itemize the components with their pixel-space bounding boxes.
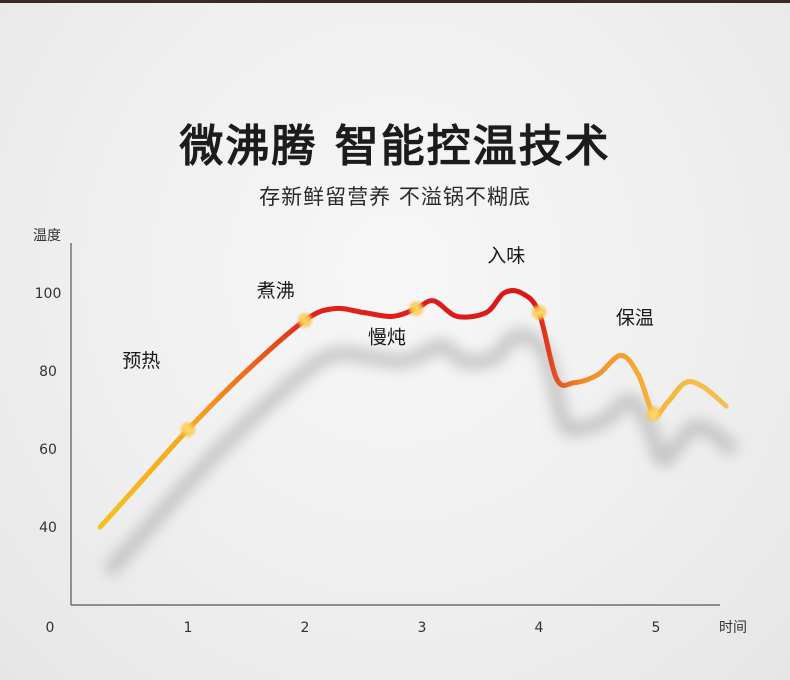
y-tick-label: 40 <box>39 520 57 536</box>
line-shadow <box>103 328 739 577</box>
x-tick-label: 3 <box>418 620 427 636</box>
x-axis-label: 时间 <box>719 620 747 636</box>
x-tick-label: 2 <box>301 620 310 636</box>
x-tick-label: 1 <box>184 620 193 636</box>
y-tick-label: 60 <box>39 442 57 458</box>
data-point-marker <box>179 420 197 439</box>
chart-subtitle: 存新鲜留营养 不溢锅不糊底 <box>259 185 531 209</box>
data-point-marker <box>644 404 663 423</box>
axes <box>70 243 720 606</box>
data-point-marker <box>530 303 548 322</box>
y-tick-label: 80 <box>39 364 57 380</box>
phase-label: 慢炖 <box>368 327 406 349</box>
x-tick-label: 5 <box>652 620 661 636</box>
y-axis-label: 温度 <box>33 228 61 244</box>
top-border <box>0 0 790 3</box>
x-tick-label: 0 <box>46 620 55 636</box>
chart-title: 微沸腾 智能控温技术 <box>179 121 611 172</box>
data-point-marker <box>296 311 314 330</box>
phase-label: 保温 <box>616 307 654 329</box>
data-point-marker <box>407 299 426 318</box>
phase-label: 入味 <box>487 245 525 267</box>
x-tick-label: 4 <box>535 620 544 636</box>
phase-label: 预热 <box>122 350 160 372</box>
phase-label: 煮沸 <box>257 280 295 302</box>
y-tick-label: 100 <box>35 286 62 302</box>
